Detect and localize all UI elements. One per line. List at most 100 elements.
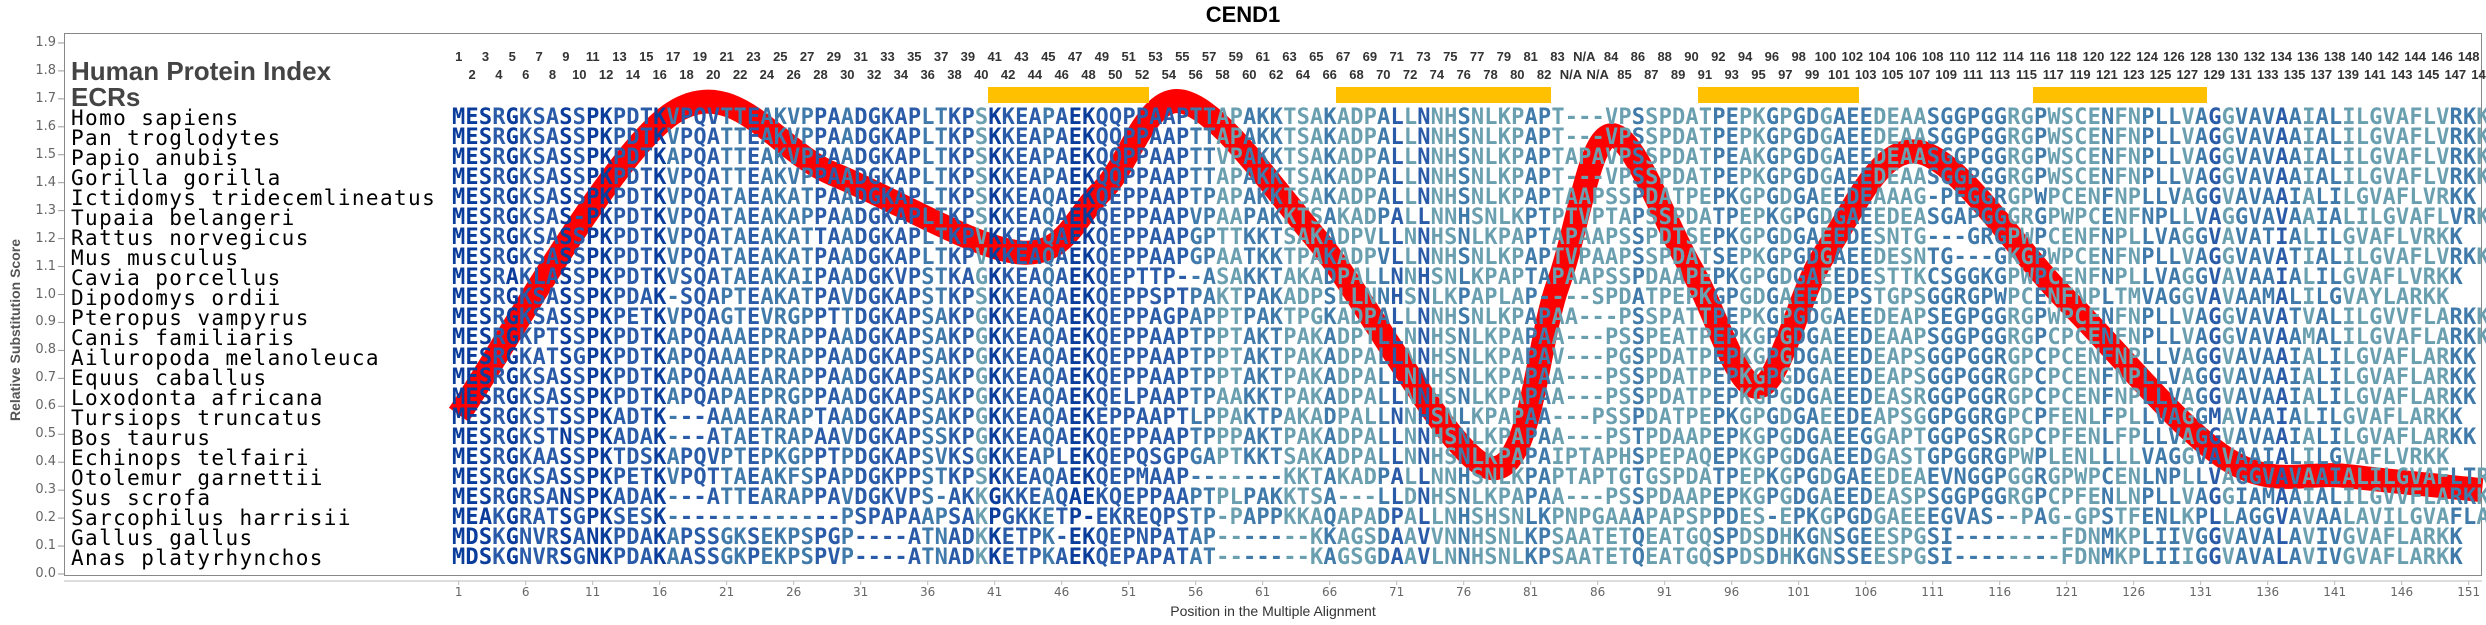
residue: A bbox=[2355, 505, 2370, 530]
residue: V bbox=[2235, 225, 2249, 250]
residue: E bbox=[2087, 145, 2101, 170]
residue: L bbox=[2328, 125, 2343, 150]
residue: N bbox=[1417, 125, 1431, 150]
residue: E bbox=[1832, 265, 1847, 290]
sequence-row: MESRAKLASSPKPDTKVSQATAEAKAIPAADGKVPSTKAG… bbox=[452, 265, 2463, 290]
residue: L bbox=[2315, 385, 2329, 410]
residue: S bbox=[559, 185, 573, 210]
residue: - bbox=[1591, 325, 1605, 350]
residue: V bbox=[2342, 445, 2356, 470]
residue: E bbox=[2141, 505, 2155, 530]
y-tick-label: 0.2 bbox=[35, 510, 56, 526]
residue: V bbox=[2181, 145, 2195, 170]
residue: P bbox=[1135, 425, 1150, 450]
residue: A bbox=[827, 205, 841, 230]
residue: P bbox=[1457, 285, 1471, 310]
residue: S bbox=[961, 445, 975, 470]
residue: - bbox=[1578, 345, 1592, 370]
residue: S bbox=[1631, 305, 1646, 330]
residue: C bbox=[2074, 245, 2088, 270]
residue: A bbox=[1658, 405, 1672, 430]
species-name: Sarcophilus harrisii bbox=[71, 506, 352, 530]
residue: G bbox=[1940, 105, 1954, 130]
residue: A bbox=[1202, 265, 1217, 290]
human-protein-index-label: Human Protein Index bbox=[71, 56, 332, 86]
residue: P bbox=[1913, 325, 1927, 350]
residue: T bbox=[800, 225, 814, 250]
residue: S bbox=[1645, 245, 1659, 270]
residue: P bbox=[1189, 285, 1203, 310]
residue: K bbox=[1323, 245, 1337, 270]
residue: S bbox=[1618, 485, 1632, 510]
header-index-odd: 39 bbox=[960, 49, 976, 64]
residue: K bbox=[1082, 425, 1096, 450]
residue: T bbox=[1055, 505, 1069, 530]
residue: R bbox=[773, 305, 788, 330]
residue: E bbox=[1832, 405, 1847, 430]
residue: T bbox=[639, 105, 654, 130]
residue: A bbox=[1551, 485, 1565, 510]
residue: E bbox=[1698, 265, 1713, 290]
residue: G bbox=[1953, 325, 1967, 350]
residue: N bbox=[2100, 105, 2115, 130]
residue: - bbox=[1564, 345, 1579, 370]
residue: P bbox=[1202, 225, 1217, 250]
residue: S bbox=[1604, 185, 1619, 210]
residue: V bbox=[1604, 105, 1619, 130]
residue: V bbox=[2181, 125, 2195, 150]
residue: M bbox=[452, 125, 466, 150]
residue: G bbox=[1350, 525, 1364, 550]
residue: V bbox=[2355, 405, 2370, 430]
residue: V bbox=[666, 245, 680, 270]
residue: G bbox=[1806, 385, 1820, 410]
residue: R bbox=[2007, 145, 2021, 170]
residue: G bbox=[1966, 425, 1981, 450]
residue: G bbox=[1926, 445, 1941, 470]
residue: I bbox=[2154, 545, 2168, 570]
residue: A bbox=[2302, 345, 2316, 370]
residue: D bbox=[465, 545, 479, 570]
residue: R bbox=[773, 485, 788, 510]
residue: D bbox=[626, 105, 640, 130]
residue: F bbox=[2100, 405, 2115, 430]
residue: A bbox=[2275, 385, 2289, 410]
residue: E bbox=[1108, 525, 1123, 550]
residue: A bbox=[2288, 105, 2303, 130]
residue: V bbox=[2409, 465, 2423, 490]
residue: N bbox=[1430, 465, 1445, 490]
residue: P bbox=[961, 405, 975, 430]
x-tick-label: 86 bbox=[1590, 585, 1606, 599]
residue: P bbox=[1913, 485, 1927, 510]
residue: A bbox=[1229, 245, 1243, 270]
residue: A bbox=[787, 345, 801, 370]
residue: F bbox=[2074, 485, 2088, 510]
residue: P bbox=[907, 305, 922, 330]
residue: S bbox=[559, 105, 573, 130]
residue: F bbox=[2114, 245, 2128, 270]
residue: G bbox=[2208, 325, 2222, 350]
residue: P bbox=[760, 325, 774, 350]
residue: E bbox=[2074, 345, 2088, 370]
residue: P bbox=[1940, 185, 1954, 210]
residue: R bbox=[2436, 425, 2450, 450]
residue: D bbox=[1886, 205, 1900, 230]
residue: S bbox=[1444, 445, 1458, 470]
residue: G bbox=[2208, 145, 2222, 170]
residue: D bbox=[1873, 105, 1887, 130]
residue: P bbox=[1725, 385, 1739, 410]
residue: A bbox=[2248, 125, 2262, 150]
residue: C bbox=[2100, 465, 2115, 490]
residue: L bbox=[2328, 265, 2343, 290]
residue: K bbox=[599, 225, 613, 250]
residue: P bbox=[961, 305, 975, 330]
header-index-even: 99 bbox=[1804, 67, 1820, 82]
residue: A bbox=[1511, 445, 1525, 470]
residue: L bbox=[2087, 445, 2101, 470]
residue: P bbox=[1175, 385, 1190, 410]
residue: A bbox=[1685, 245, 1699, 270]
residue: K bbox=[599, 465, 613, 490]
residue: E bbox=[1015, 425, 1029, 450]
residue: E bbox=[465, 245, 479, 270]
residue: K bbox=[1323, 165, 1337, 190]
residue: K bbox=[1256, 185, 1270, 210]
